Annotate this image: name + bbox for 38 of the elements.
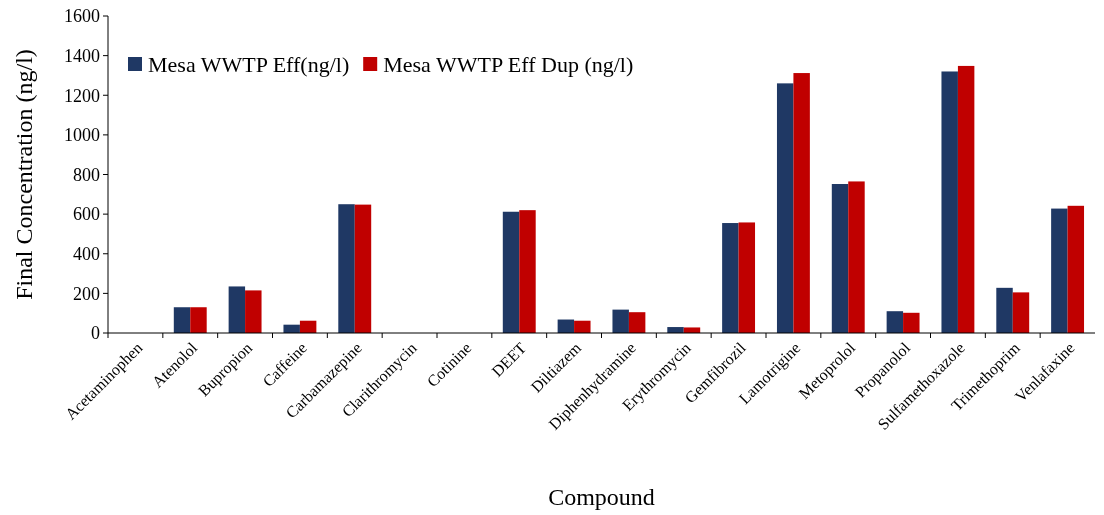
bar — [612, 309, 629, 333]
bar — [1012, 292, 1030, 333]
bar — [738, 222, 756, 333]
y-tick-label: 200 — [73, 283, 100, 304]
bar — [776, 83, 794, 333]
x-axis-title: Compound — [548, 484, 655, 510]
bar — [245, 290, 262, 333]
y-tick-label: 600 — [73, 204, 100, 225]
bar — [354, 204, 372, 333]
bar — [1067, 205, 1085, 333]
bar — [338, 204, 355, 333]
bar — [848, 181, 865, 333]
bar — [996, 287, 1013, 333]
y-tick-label: 1200 — [64, 85, 100, 106]
legend-label: Mesa WWTP Eff Dup (ng/l) — [383, 51, 634, 77]
bar — [628, 312, 646, 333]
y-tick-label: 1600 — [64, 6, 100, 27]
y-tick-label: 400 — [73, 244, 100, 265]
bar — [574, 320, 591, 333]
y-tick-label: 0 — [91, 323, 100, 344]
bar — [502, 211, 520, 333]
legend-label: Mesa WWTP Eff(ng/l) — [148, 51, 350, 77]
bar — [1051, 208, 1068, 333]
bar — [722, 223, 739, 333]
bar — [793, 73, 810, 333]
bar — [957, 65, 975, 333]
bar — [173, 307, 191, 333]
y-axis-title: Final Concentration (ng/l) — [11, 49, 37, 300]
bar — [831, 184, 849, 333]
bar — [941, 71, 958, 333]
y-tick-label: 1400 — [64, 45, 100, 66]
bar — [228, 286, 246, 333]
bar — [903, 312, 920, 333]
y-tick-label: 1000 — [64, 125, 100, 146]
y-tick-label: 800 — [73, 164, 100, 185]
bar — [519, 210, 536, 333]
bar — [886, 311, 904, 333]
bar — [190, 307, 207, 333]
